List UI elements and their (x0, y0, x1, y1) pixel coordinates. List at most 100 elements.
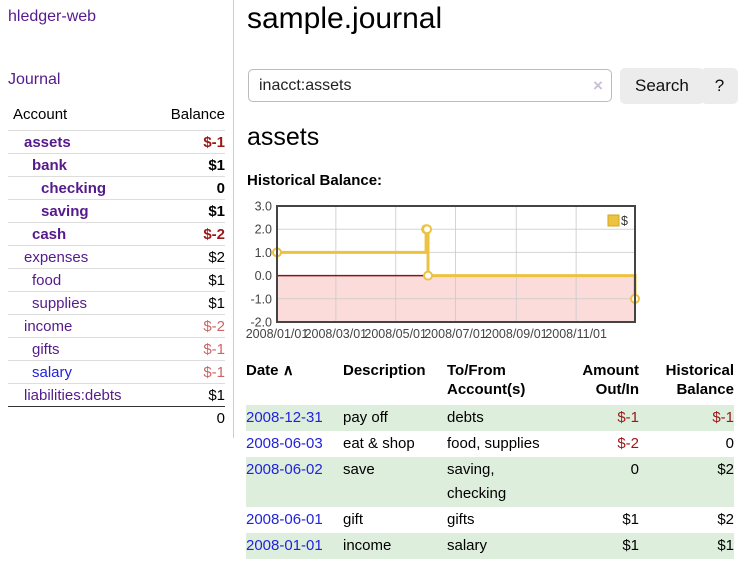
account-balance: $2 (208, 248, 225, 266)
account-row: cash $-2 (8, 222, 225, 246)
sidebar-divider (233, 0, 234, 438)
txn-balance: $-1 (639, 405, 734, 431)
account-balance: $1 (208, 156, 225, 174)
account-link-bank[interactable]: bank (32, 156, 68, 174)
txn-date-link[interactable]: 2008-01-01 (246, 537, 323, 554)
account-row: salary $-1 (8, 360, 225, 384)
account-link-income[interactable]: income (24, 317, 73, 335)
account-balance: $-2 (203, 225, 225, 243)
txn-tofrom: debts (447, 405, 559, 431)
x-tick-label: 2008/11/01 (545, 327, 607, 341)
x-tick-label: 2008/07/01 (424, 327, 487, 341)
y-tick-label: -1.0 (250, 292, 272, 306)
register-col-description: Description (343, 362, 426, 379)
account-balance: $1 (208, 294, 225, 312)
account-link-supplies[interactable]: supplies (32, 294, 88, 312)
accounts-table: Account Balance assets $-1 bank $1 check… (8, 102, 225, 430)
x-tick-label: 2008/03/01 (305, 327, 368, 341)
txn-date-link[interactable]: 2008-06-02 (246, 461, 323, 478)
account-link-assets[interactable]: assets (24, 133, 71, 151)
txn-amount: $-1 (559, 405, 639, 431)
account-link-salary[interactable]: salary (32, 363, 73, 381)
y-tick-label: 2.0 (255, 223, 272, 237)
accounts-total: 0 (135, 406, 225, 430)
account-heading: assets (247, 123, 320, 151)
page-title: sample.journal (247, 2, 443, 35)
plot-border (276, 205, 636, 323)
historical-balance-chart: $3.0 2.0 1.0 0.0 -1.0 -2.0 2008/01/01 2008/03/0… (246, 200, 642, 348)
account-link-gifts[interactable]: gifts (32, 340, 60, 358)
txn-amount: $1 (559, 533, 639, 559)
legend-label: $ (621, 214, 628, 228)
account-row: saving $1 (8, 199, 225, 223)
txn-amount: $-2 (617, 435, 639, 452)
txn-date-link[interactable]: 2008-06-01 (246, 511, 323, 528)
account-balance: $-1 (203, 133, 225, 151)
txn-amount: 0 (559, 457, 639, 507)
sort-asc-icon: ∧ (282, 362, 294, 379)
register-row: 2008-06-03 eat & shop food, supplies $-2… (246, 431, 734, 457)
account-link-cash[interactable]: cash (32, 225, 67, 243)
register-col-balance: Historical Balance (665, 362, 734, 398)
register-row: 2008-12-31 pay off debts $-1 $-1 (246, 405, 734, 431)
txn-date-link[interactable]: 2008-06-03 (246, 435, 323, 452)
account-row: supplies $1 (8, 291, 225, 315)
account-row: checking 0 (8, 176, 225, 200)
account-balance: $-2 (203, 317, 225, 335)
account-row: food $1 (8, 268, 225, 292)
sidebar-item-journal[interactable]: Journal (8, 71, 61, 88)
txn-balance: $2 (717, 511, 734, 528)
txn-date-link[interactable]: 2008-12-31 (246, 409, 323, 426)
register-row: 2008-01-01 income salary $1 $1 (246, 533, 734, 559)
accounts-col-account: Account (13, 106, 68, 123)
txn-balance: 0 (725, 435, 734, 452)
txn-tofrom: gifts (447, 511, 475, 528)
y-tick-label: 3.0 (255, 200, 272, 214)
txn-tofrom: salary (447, 533, 559, 559)
chart-title: Historical Balance: (247, 172, 383, 189)
x-tick-label: 2008/09/01 (485, 327, 548, 341)
txn-description: gift (343, 511, 364, 528)
account-balance: $1 (208, 271, 225, 289)
register-row: 2008-06-01 gift gifts $1 $2 (246, 507, 734, 533)
account-balance: $-1 (203, 363, 225, 381)
y-tick-label: 1.0 (255, 246, 272, 260)
app-brand-link[interactable]: hledger-web (8, 8, 97, 25)
account-row: expenses $2 (8, 245, 225, 269)
account-row: assets $-1 (8, 130, 225, 154)
legend-swatch (607, 214, 620, 227)
register-row: 2008-06-02 save saving, checking 0 $2 (246, 457, 734, 507)
account-row: bank $1 (8, 153, 225, 177)
txn-description: save (343, 457, 447, 507)
register-table: Date ∧ Description To/From Account(s) Am… (246, 359, 734, 559)
account-balance: $-1 (203, 340, 225, 358)
accounts-col-balance: Balance (170, 106, 225, 123)
register-col-date[interactable]: Date ∧ (246, 362, 294, 379)
txn-balance: $2 (639, 457, 734, 507)
txn-description: income (343, 533, 447, 559)
txn-tofrom: food, supplies (447, 435, 540, 452)
account-balance: $1 (208, 386, 225, 404)
account-link-saving[interactable]: saving (41, 202, 89, 220)
clear-search-icon[interactable]: × (593, 76, 603, 95)
accounts-header-row: Account Balance (8, 102, 225, 131)
register-header-row: Date ∧ Description To/From Account(s) Am… (246, 359, 734, 405)
data-point-marker (422, 224, 433, 235)
txn-tofrom: saving, checking (447, 457, 559, 507)
account-row: gifts $-1 (8, 337, 225, 361)
txn-description: pay off (343, 405, 447, 431)
help-button[interactable]: ? (701, 68, 738, 104)
search-input[interactable] (248, 69, 612, 102)
search-button[interactable]: Search (620, 68, 704, 104)
account-link-food[interactable]: food (32, 271, 62, 289)
data-point-marker (423, 270, 434, 281)
x-tick-label: 2008/01/01 (246, 327, 309, 341)
txn-balance: $1 (639, 533, 734, 559)
account-link-liabilities-debts[interactable]: liabilities:debts (24, 386, 122, 404)
account-link-expenses[interactable]: expenses (24, 248, 89, 266)
y-tick-label: 0.0 (255, 269, 272, 283)
account-link-checking[interactable]: checking (41, 179, 107, 197)
account-row: income $-2 (8, 314, 225, 338)
accounts-total-row: 0 (8, 406, 225, 430)
y-tick-label: -2.0 (250, 316, 272, 330)
